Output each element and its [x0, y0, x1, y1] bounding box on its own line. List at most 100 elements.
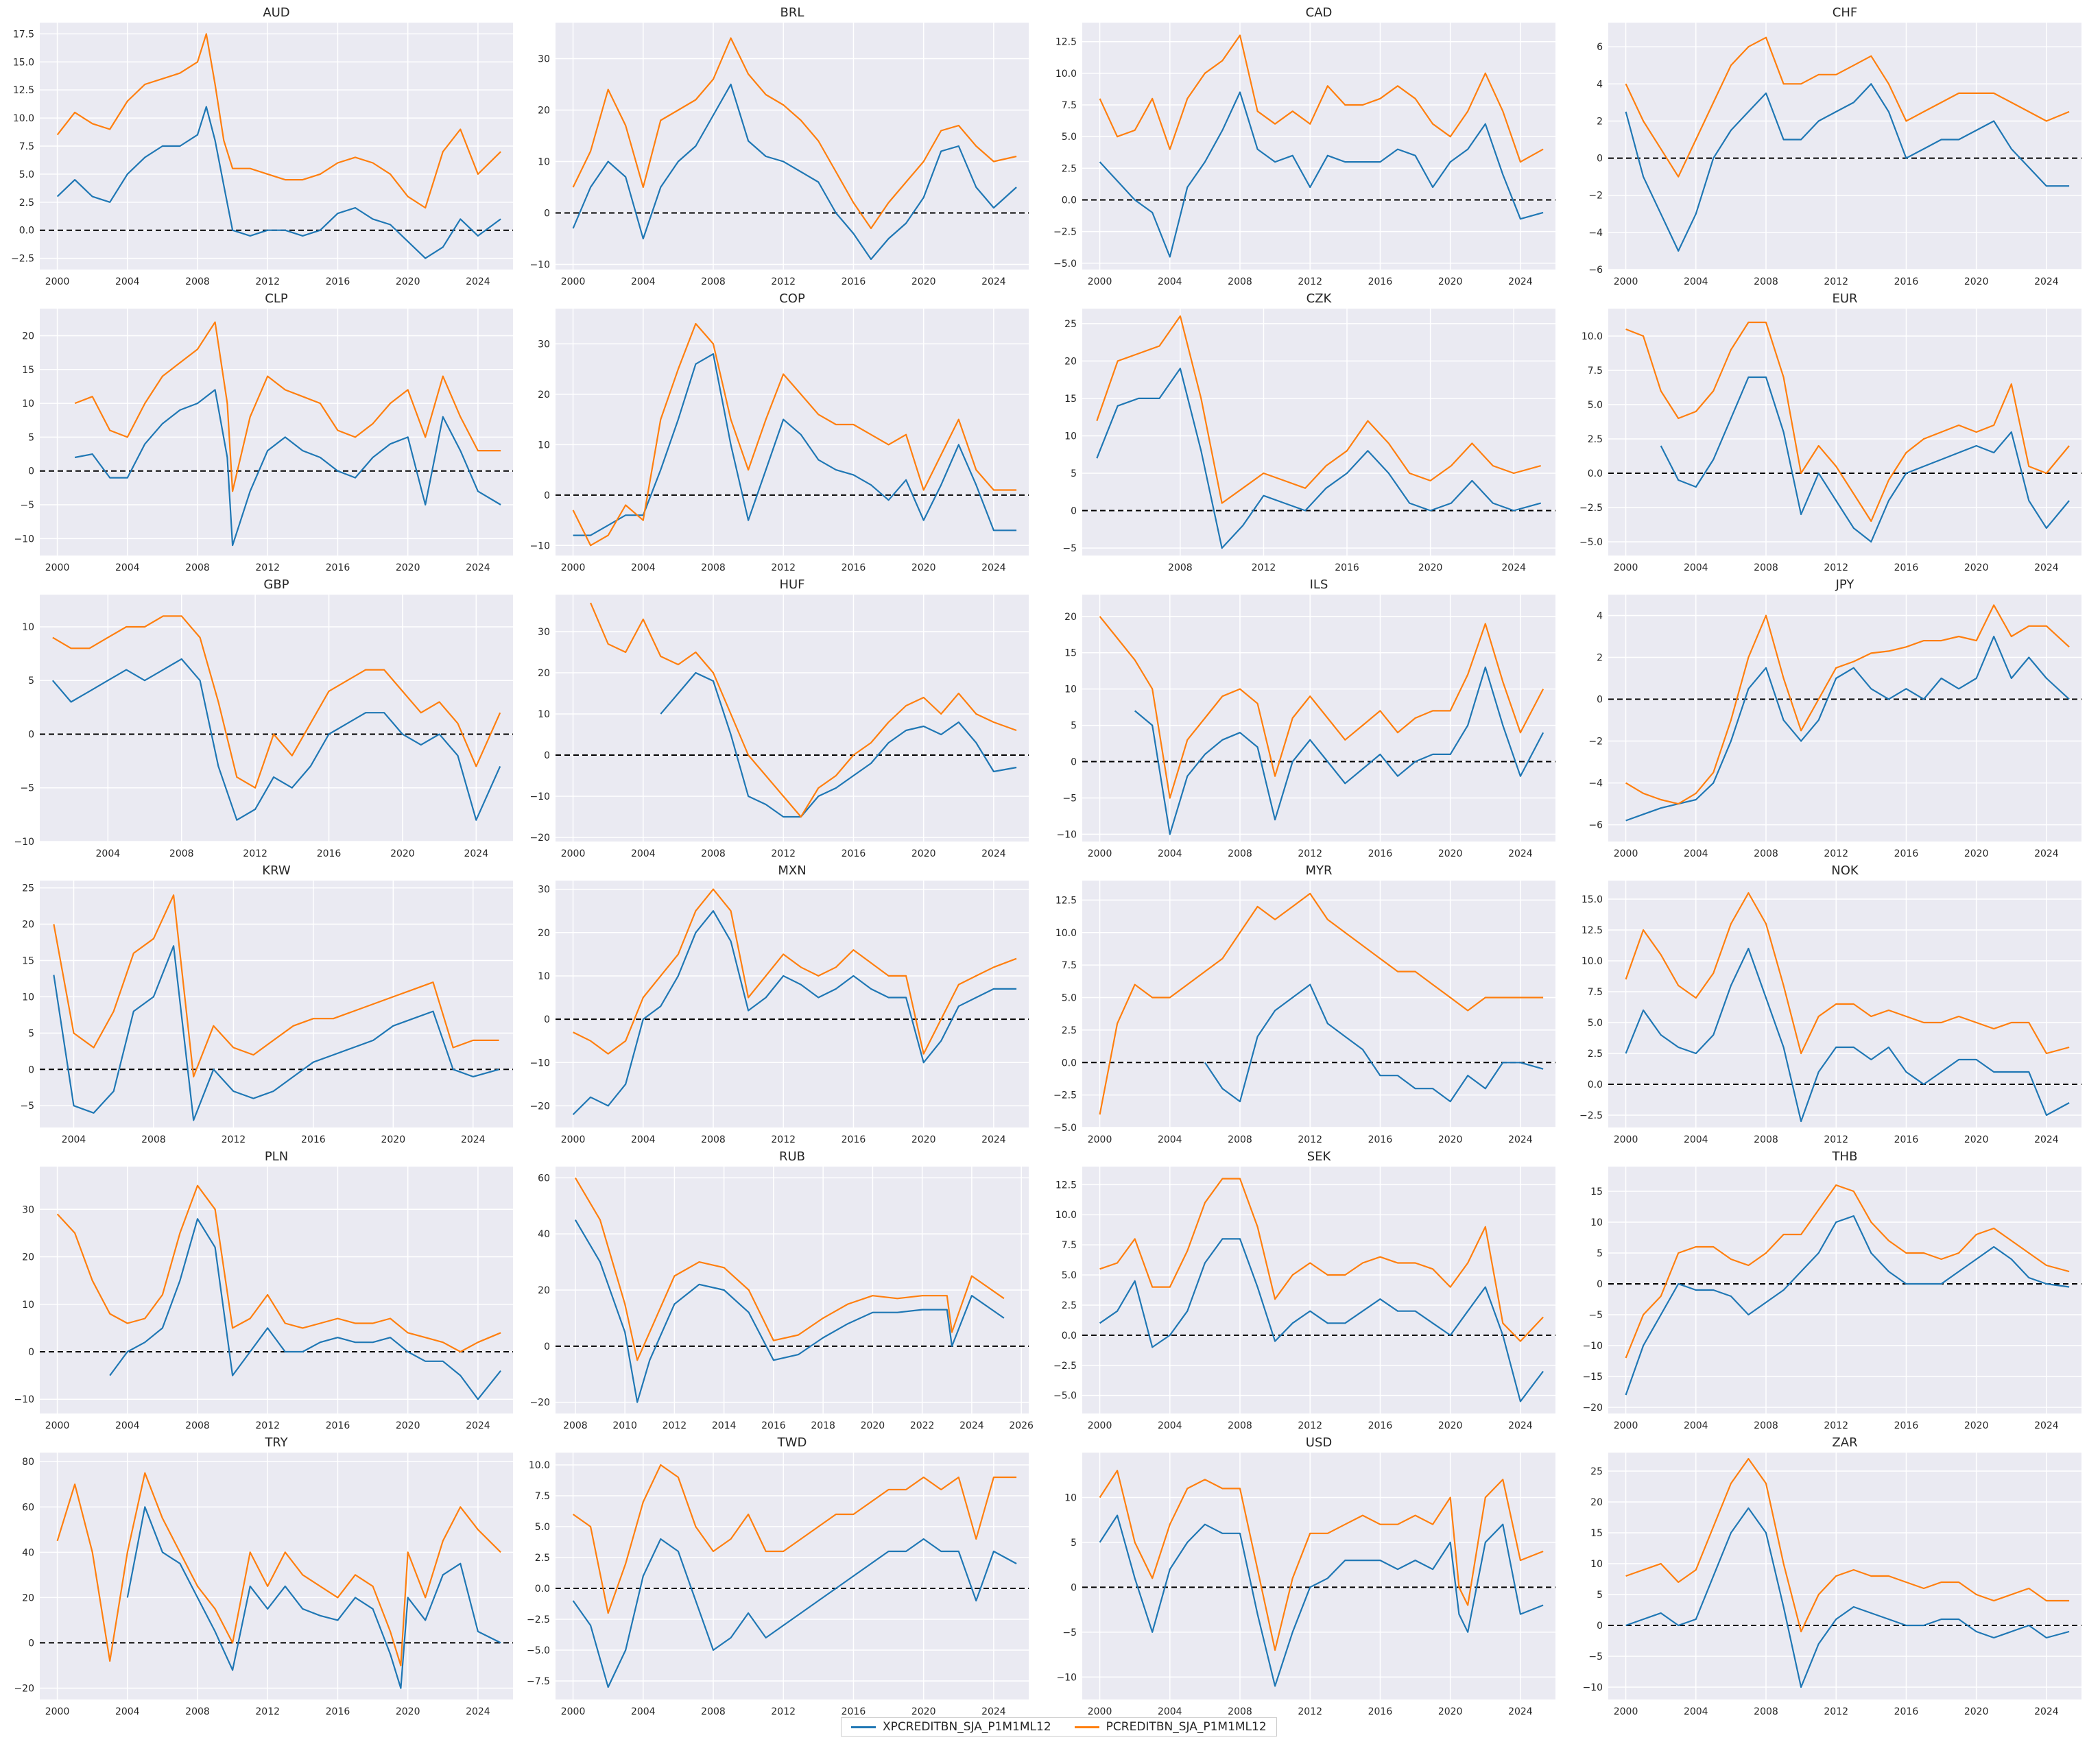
series-line-1 — [660, 671, 1017, 818]
y-tick-label: −5.0 — [1053, 1391, 1077, 1402]
y-tick-label: 10 — [22, 398, 34, 409]
x-tick-label: 2004 — [115, 1706, 140, 1715]
y-tick-label: 5.0 — [1062, 993, 1077, 1004]
y-tick-label: 0 — [1597, 695, 1603, 706]
y-tick-label: 5 — [1071, 721, 1077, 732]
x-tick-label: 2004 — [1158, 1420, 1182, 1431]
series-line-1 — [53, 945, 499, 1121]
y-tick-label: −5 — [1062, 543, 1077, 554]
x-tick-label: 2012 — [1824, 1420, 1848, 1431]
x-tick-label: 2016 — [1368, 1420, 1393, 1431]
y-tick-label: 10 — [22, 992, 34, 1003]
y-tick-label: 0 — [544, 208, 550, 219]
y-tick-label: 10 — [22, 622, 34, 633]
x-tick-label: 2020 — [1438, 276, 1463, 287]
y-tick-label: 10 — [1064, 431, 1077, 442]
x-tick-label: 2008 — [141, 1134, 166, 1145]
y-tick-label: 20 — [1064, 356, 1077, 367]
x-tick-label: 2008 — [185, 562, 210, 573]
y-tick-label: −5.0 — [1579, 537, 1603, 548]
panel-rub: −20 0 20 40 60 2008 2010 2012 2014 2016 2018 2020 20… — [529, 1149, 1034, 1431]
y-tick-label: 0 — [1597, 154, 1603, 165]
series-line-1 — [1625, 947, 2070, 1123]
y-tick-label: −5 — [1062, 1627, 1077, 1638]
x-tick-label: 2020 — [1964, 1706, 1989, 1715]
y-tick-label: 0 — [544, 750, 550, 761]
x-tick-label: 2020 — [396, 1706, 420, 1715]
panel-title: AUD — [263, 5, 289, 20]
panel-title: NOK — [1831, 863, 1859, 878]
y-tick-label: 20 — [538, 390, 550, 401]
x-tick-label: 2016 — [1335, 562, 1359, 573]
panel-cad: −5.0 −2.5 0.0 2.5 5.0 7.5 10.0 12.5 2000 2004 2008… — [1053, 5, 1555, 287]
y-tick-label: 40 — [22, 1547, 34, 1558]
x-tick-label: 2020 — [1964, 562, 1989, 573]
x-tick-label: 2000 — [561, 276, 586, 287]
y-tick-label: 30 — [538, 54, 550, 65]
y-tick-label: 30 — [538, 627, 550, 638]
x-tick-label: 2024 — [981, 276, 1006, 287]
x-tick-label: 2016 — [1894, 276, 1919, 287]
x-tick-label: 2026 — [1009, 1420, 1034, 1431]
x-tick-label: 2012 — [771, 562, 796, 573]
panel-title: MXN — [778, 863, 806, 878]
x-tick-label: 2016 — [1894, 562, 1919, 573]
y-tick-label: 15 — [1590, 1528, 1603, 1539]
y-tick-label: −10 — [1056, 1672, 1077, 1683]
y-tick-label: 10.0 — [1055, 69, 1077, 80]
series-line-2 — [1099, 34, 1544, 163]
x-tick-label: 2008 — [1228, 1420, 1252, 1431]
series-line-2 — [1625, 604, 2070, 805]
panel-title: PLN — [265, 1149, 288, 1164]
y-tick-label: 0.0 — [1062, 1331, 1077, 1341]
y-tick-label: −2.5 — [1053, 1090, 1077, 1101]
series-line-1 — [574, 1219, 1005, 1403]
y-tick-label: −5.0 — [1053, 259, 1077, 270]
y-tick-label: 5 — [1071, 1538, 1077, 1549]
y-tick-label: 7.5 — [1062, 100, 1077, 111]
series-line-1 — [1204, 983, 1544, 1103]
x-tick-label: 2000 — [561, 848, 586, 859]
y-tick-label: 0 — [1071, 757, 1077, 768]
panel-usd: −10 −5 0 5 10 2000 2004 2008 2012 2016 2020 2024 USD — [1056, 1435, 1555, 1717]
y-tick-label: 0.0 — [1588, 1079, 1603, 1090]
y-tick-label: −5 — [20, 783, 34, 794]
panel-clp: −10 −5 0 5 10 15 20 2000 2004 2008 2012 2016 2020 202… — [14, 291, 513, 573]
y-tick-label: 25 — [1064, 319, 1077, 330]
y-tick-label: 10.0 — [13, 113, 34, 124]
y-tick-label: −2.5 — [1579, 503, 1603, 514]
x-tick-label: 2016 — [842, 1134, 866, 1145]
plot-area — [40, 1167, 513, 1413]
x-tick-label: 2024 — [466, 1706, 490, 1715]
x-tick-label: 2000 — [45, 276, 70, 287]
y-tick-label: 20 — [22, 331, 34, 342]
x-tick-label: 2016 — [326, 276, 350, 287]
y-tick-label: 5.0 — [1588, 400, 1603, 411]
y-tick-label: −7.5 — [527, 1676, 550, 1687]
x-tick-label: 2004 — [1684, 848, 1708, 859]
y-tick-label: 5 — [28, 432, 34, 443]
x-tick-label: 2004 — [1684, 1706, 1708, 1715]
y-tick-label: 30 — [538, 339, 550, 350]
y-tick-label: 4 — [1597, 79, 1603, 90]
y-tick-label: 5.0 — [19, 169, 34, 180]
x-tick-label: 2024 — [461, 1134, 486, 1145]
x-tick-label: 2008 — [1754, 848, 1778, 859]
y-tick-label: 0 — [28, 466, 34, 477]
x-tick-label: 2000 — [1088, 1134, 1112, 1145]
series-line-2 — [572, 1464, 1017, 1614]
series-line-2 — [1625, 36, 2070, 178]
series-line-2 — [574, 1177, 1005, 1361]
y-tick-label: 15.0 — [13, 57, 34, 68]
y-tick-label: −5 — [20, 500, 34, 511]
series-line-2 — [572, 37, 1017, 230]
x-tick-label: 2024 — [1508, 1420, 1533, 1431]
x-tick-label: 2012 — [771, 848, 796, 859]
y-tick-label: −20 — [529, 833, 550, 844]
x-tick-label: 2000 — [1614, 562, 1638, 573]
y-tick-label: 7.5 — [535, 1491, 550, 1502]
series-line-1 — [572, 910, 1017, 1115]
x-tick-label: 2010 — [612, 1420, 637, 1431]
legend-label-series1: XPCREDITBN_SJA_P1M1ML12 — [883, 1720, 1051, 1734]
